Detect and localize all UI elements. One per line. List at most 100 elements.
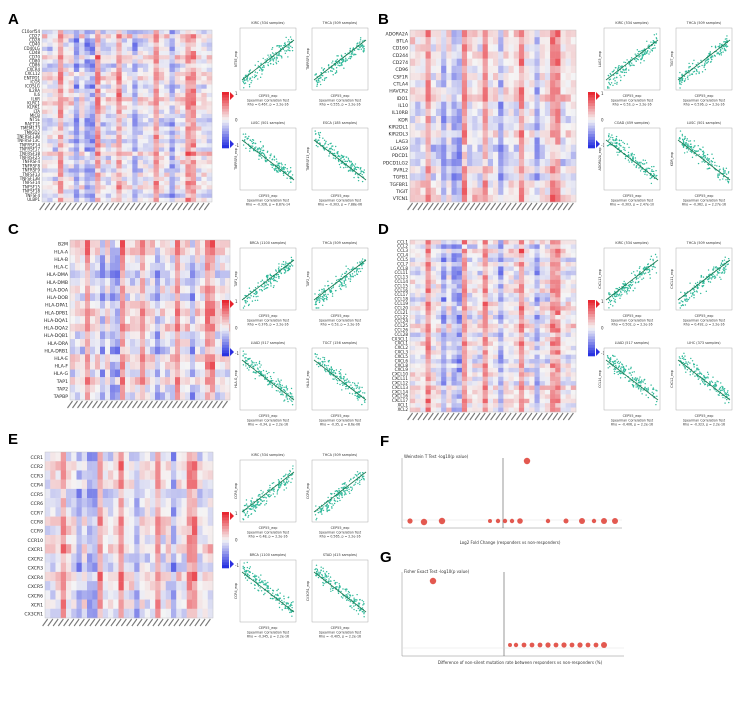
heatmap-cell [120,240,126,248]
heatmap-cell [153,71,160,77]
heatmap-cell [524,240,530,245]
heatmap-cell [482,394,489,399]
heatmap-cell [140,255,146,264]
heatmap-cell [206,76,213,81]
heatmap-cell [118,571,124,582]
heatmap-cell [498,275,504,280]
heatmap-cell [477,319,483,324]
heatmap-cell [430,65,437,74]
heatmap-cell [467,37,473,45]
heatmap-cell [155,553,161,563]
heatmap-cell [425,130,431,138]
heatmap-cell [539,394,546,399]
heatmap-cell [47,80,53,85]
heatmap-cell [153,197,160,203]
heatmap-cell [202,488,208,499]
heatmap-cell [135,316,141,325]
heatmap-cell [487,244,494,250]
heatmap-cell [176,525,182,536]
heatmap-cell [508,345,514,351]
heatmap-cell [134,516,140,526]
heatmap-row-label: PDCD1LG2 [383,160,408,166]
heatmap-cell [539,345,546,351]
heatmap-cell [60,479,67,490]
heatmap-cell [441,385,447,391]
heatmap-cell [90,278,96,286]
heatmap-cell [441,279,447,285]
heatmap-cell [134,507,140,517]
heatmap-cell [539,116,546,124]
heatmap-cell [66,571,72,582]
heatmap-cell [89,139,96,144]
heatmap-cell [87,498,93,508]
heatmap-cell [441,376,447,382]
heatmap-col-label [526,202,533,211]
heatmap-col-label [141,618,148,627]
heatmap-cell [435,116,442,124]
heatmap-cell [95,130,101,136]
heatmap-cell [95,97,101,102]
heatmap-cell [120,308,126,317]
heatmap-cell [116,168,122,173]
heatmap-cell [550,292,556,298]
heatmap-cell [487,253,494,258]
heatmap-cell [206,151,213,157]
heatmap-cell [446,314,452,320]
heatmap-cell [116,143,122,148]
heatmap-cell [90,316,96,325]
heatmap-cell [185,147,191,152]
heatmap-cell [518,123,525,131]
heatmap-cell [544,332,551,338]
heatmap-cell [130,278,136,286]
heatmap-cell [493,275,499,280]
heatmap-cell [174,197,181,203]
heatmap-cell [201,151,207,157]
heatmap-cell [68,88,75,94]
heatmap-cell [472,180,478,188]
heatmap-cell [176,507,182,517]
heatmap-cell [539,279,546,285]
heatmap-cell [435,359,442,364]
heatmap-cell [150,562,156,573]
heatmap-cell [135,377,141,385]
heatmap-cell [84,155,91,161]
heatmap-cell [55,535,61,545]
heatmap-cell [158,151,165,157]
heatmap-cell [180,50,186,56]
heatmap-cell [95,63,101,68]
heatmap-cell [201,118,207,123]
heatmap-cell [175,331,181,340]
heatmap-cell [529,130,535,138]
heatmap-cell [95,122,101,127]
heatmap-cell [121,59,128,64]
heatmap-cell [206,185,213,190]
heatmap-cell [529,345,535,351]
legend-step [588,111,595,115]
heatmap-cell [130,255,136,264]
heatmap-cell [116,88,122,94]
heatmap-cell [503,194,509,203]
heatmap-cell [55,507,61,517]
heatmap-cell [477,173,483,181]
heatmap-cell [160,535,166,545]
heatmap-cell [565,319,572,324]
heatmap-cell [165,346,171,355]
heatmap-cell [148,189,154,194]
heatmap-cell [170,346,176,355]
heatmap-cell [144,581,151,591]
heatmap-cell [200,270,206,279]
heatmap-cell [192,590,198,600]
heatmap-col-label [542,412,548,421]
heatmap-cell [148,63,154,68]
heatmap-cell [42,50,48,56]
heatmap-cell [129,553,135,563]
heatmap-cell [185,30,191,35]
heatmap-cell [565,130,572,138]
heatmap-cell [508,306,514,311]
heatmap-col-label [92,202,99,211]
heatmap-cell [201,143,207,148]
heatmap-cell [57,197,64,203]
heatmap-cell [196,176,202,182]
heatmap-cell [435,310,442,316]
heatmap-cell [472,398,478,404]
